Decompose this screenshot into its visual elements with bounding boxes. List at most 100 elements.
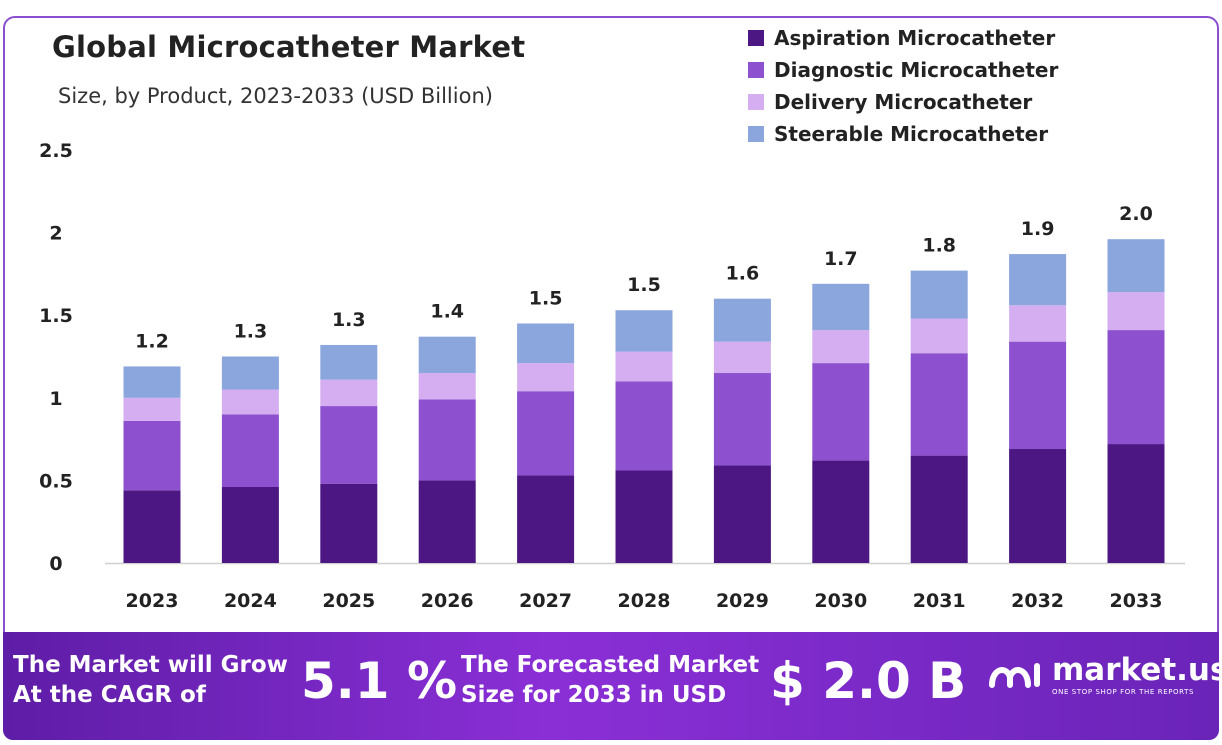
chart-title: Global Microcatheter Market: [52, 30, 526, 64]
bar-segment-steerable: [812, 283, 870, 331]
bar-segment-aspiration: [418, 480, 476, 563]
x-tick-label: 2032: [1011, 590, 1064, 612]
brand-logo: market.us ONE STOP SHOP FOR THE REPORTS: [988, 654, 1222, 696]
bar-segment-aspiration: [517, 475, 575, 563]
forecast-text: The Forecasted Market Size for 2033 in U…: [461, 650, 759, 710]
bar-total-label: 1.6: [726, 263, 760, 285]
legend-label-diagnostic: Diagnostic Microcatheter: [774, 58, 1059, 82]
bar-segment-aspiration: [1107, 444, 1165, 563]
brand-tagline: ONE STOP SHOP FOR THE REPORTS: [1052, 688, 1195, 696]
bar-total-label: 1.9: [1021, 218, 1055, 240]
bar-total-label: 1.5: [529, 287, 563, 309]
legend-item-delivery: Delivery Microcatheter: [748, 86, 1058, 118]
bar-segment-delivery: [812, 330, 870, 364]
cagr-text: The Market will Grow At the CAGR of: [13, 650, 288, 710]
bar-segment-delivery: [418, 373, 476, 400]
legend-label-delivery: Delivery Microcatheter: [774, 90, 1033, 114]
y-tick-label: 0.5: [39, 470, 73, 492]
bar-segment-diagnostic: [713, 373, 771, 466]
bar-total-label: 1.8: [922, 235, 956, 257]
bar-segment-delivery: [713, 341, 771, 374]
bar-segment-delivery: [320, 379, 378, 407]
bar-segment-steerable: [713, 298, 771, 342]
x-tick-label: 2024: [224, 590, 277, 612]
y-tick-label: 1.5: [39, 305, 73, 327]
bar-segment-diagnostic: [123, 420, 181, 491]
bar-total-label: 1.3: [332, 309, 366, 331]
bar-segment-delivery: [221, 389, 279, 415]
forecast-text-line1: The Forecasted Market: [461, 652, 760, 678]
legend-item-steerable: Steerable Microcatheter: [748, 118, 1058, 150]
legend-label-steerable: Steerable Microcatheter: [774, 122, 1049, 146]
legend-swatch-diagnostic: [748, 62, 764, 78]
legend: Aspiration Microcatheter Diagnostic Micr…: [748, 22, 1058, 150]
x-tick-label: 2027: [519, 590, 572, 612]
stacked-bar-chart: 0 0.5 1 1.5 2 2.5 1.2 2023 1.3 2024 1.3 2025 1.4 2026…: [39, 140, 1185, 612]
legend-item-aspiration: Aspiration Microcatheter: [748, 22, 1058, 54]
bar-segment-diagnostic: [221, 414, 279, 488]
bar-total-label: 1.7: [824, 248, 858, 270]
x-tick-label: 2023: [126, 590, 179, 612]
cagr-text-line2: At the CAGR of: [13, 682, 206, 708]
bar-segment-aspiration: [713, 465, 771, 563]
bar-segment-aspiration: [1009, 449, 1067, 563]
bar-segment-diagnostic: [517, 391, 575, 476]
bar-total-label: 1.4: [430, 301, 464, 323]
bar-segment-steerable: [221, 356, 279, 390]
cagr-text-line1: The Market will Grow: [13, 652, 288, 678]
bar-segment-diagnostic: [812, 363, 870, 461]
bar-segment-steerable: [123, 366, 181, 398]
x-tick-label: 2030: [814, 590, 867, 612]
bar-segment-delivery: [1009, 305, 1067, 342]
bar-segment-steerable: [615, 310, 673, 352]
legend-label-aspiration: Aspiration Microcatheter: [774, 26, 1056, 50]
legend-swatch-steerable: [748, 126, 764, 142]
bar-segment-aspiration: [320, 483, 378, 563]
footer-banner: The Market will Grow At the CAGR of 5.1 …: [3, 632, 1222, 740]
brand-name: market.us: [1052, 652, 1222, 688]
bar-total-label: 2.0: [1119, 203, 1153, 225]
market-us-logo-icon: [989, 663, 1040, 688]
bar-segment-diagnostic: [910, 353, 968, 456]
legend-swatch-aspiration: [748, 30, 764, 46]
bar-segment-aspiration: [123, 490, 181, 563]
bar-segment-delivery: [910, 318, 968, 354]
bar-segment-delivery: [615, 351, 673, 382]
chart-subtitle: Size, by Product, 2023-2033 (USD Billion…: [58, 84, 493, 108]
bar-segment-steerable: [517, 323, 575, 364]
bar-segment-delivery: [123, 397, 181, 421]
y-tick-label: 2.5: [39, 140, 73, 162]
bar-segment-diagnostic: [615, 381, 673, 471]
y-tick-label: 0: [49, 553, 62, 575]
bar-segment-aspiration: [615, 470, 673, 563]
bar-segment-delivery: [1107, 292, 1165, 331]
bar-segment-aspiration: [910, 455, 968, 563]
bar-segment-steerable: [1107, 239, 1165, 293]
bar-segment-diagnostic: [320, 406, 378, 484]
bar-segment-aspiration: [221, 487, 279, 563]
bar-total-label: 1.3: [234, 321, 268, 343]
x-tick-label: 2025: [322, 590, 375, 612]
bar-total-label: 1.5: [627, 274, 661, 296]
cagr-value: 5.1 %: [301, 652, 458, 710]
x-tick-label: 2028: [618, 590, 671, 612]
bar-segment-steerable: [418, 336, 476, 374]
x-tick-label: 2031: [913, 590, 966, 612]
forecast-text-line2: Size for 2033 in USD: [461, 682, 727, 708]
bar-segment-steerable: [1009, 254, 1067, 306]
x-tick-label: 2033: [1110, 590, 1163, 612]
bar-segment-diagnostic: [418, 399, 476, 481]
legend-swatch-delivery: [748, 94, 764, 110]
bar-segment-steerable: [910, 270, 968, 319]
x-tick-label: 2026: [421, 590, 474, 612]
bar-segment-diagnostic: [1009, 341, 1067, 450]
bar-total-label: 1.2: [135, 330, 169, 352]
bar-segment-aspiration: [812, 460, 870, 563]
legend-item-diagnostic: Diagnostic Microcatheter: [748, 54, 1058, 86]
bar-segment-diagnostic: [1107, 330, 1165, 445]
bar-segment-steerable: [320, 344, 378, 380]
y-tick-label: 1: [49, 388, 62, 410]
bar-segment-delivery: [517, 363, 575, 392]
forecast-value: $ 2.0 B: [770, 652, 967, 710]
y-tick-label: 2: [49, 223, 62, 245]
